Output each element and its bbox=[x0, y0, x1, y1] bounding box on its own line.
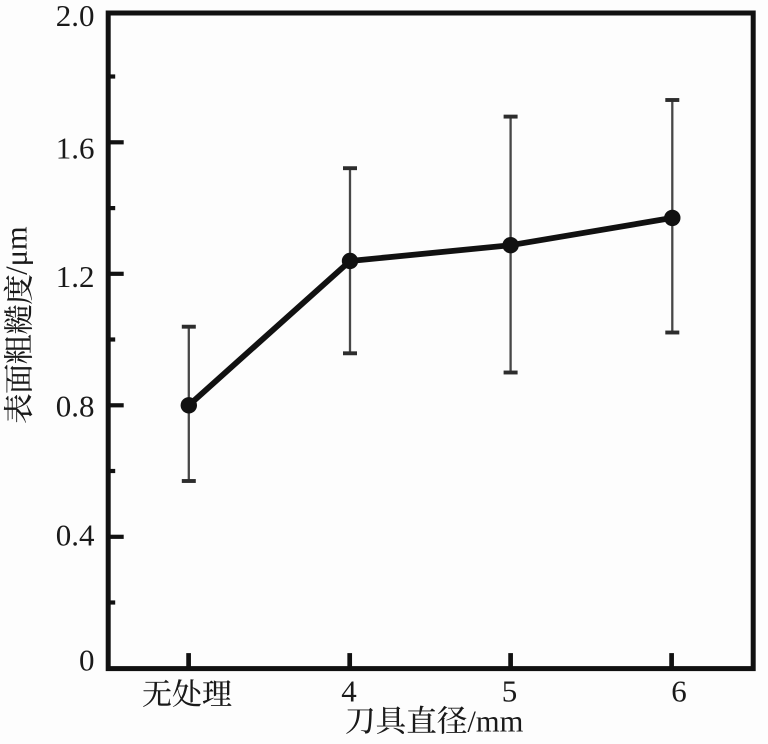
svg-text:/μm: /μm bbox=[0, 226, 34, 275]
svg-text:1.6: 1.6 bbox=[56, 131, 95, 166]
svg-text:6: 6 bbox=[671, 674, 687, 709]
svg-text:0.4: 0.4 bbox=[56, 518, 95, 553]
svg-text:2.0: 2.0 bbox=[56, 0, 95, 33]
svg-text:/mm: /mm bbox=[467, 705, 523, 739]
svg-text:4: 4 bbox=[341, 674, 357, 709]
svg-text:1.2: 1.2 bbox=[56, 259, 95, 294]
svg-text:0: 0 bbox=[79, 643, 95, 678]
svg-text:0.8: 0.8 bbox=[56, 388, 95, 423]
svg-text:5: 5 bbox=[502, 674, 518, 709]
